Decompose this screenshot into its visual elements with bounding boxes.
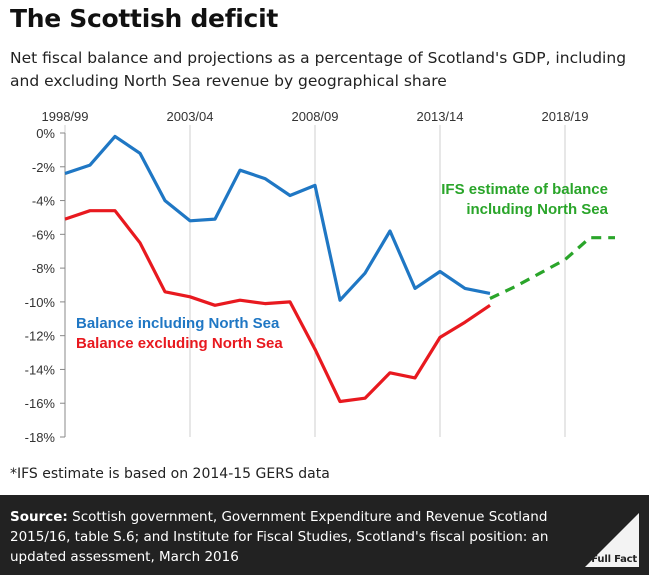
green-series-label-line1: IFS estimate of balance bbox=[441, 181, 608, 198]
y-tick-label: -4% bbox=[32, 194, 56, 209]
y-tick-label: -6% bbox=[32, 227, 56, 242]
footnote: *IFS estimate is based on 2014-15 GERS d… bbox=[10, 466, 330, 482]
series-line-including-north-sea bbox=[64, 134, 491, 302]
logo-text: Full Fact bbox=[591, 554, 637, 565]
chart-title: The Scottish deficit bbox=[10, 4, 278, 33]
source-label: Source: bbox=[10, 509, 68, 525]
y-tick-label: -16% bbox=[25, 396, 56, 411]
source-body: Scottish government, Government Expendit… bbox=[10, 509, 549, 565]
y-tick-label: -2% bbox=[32, 160, 56, 175]
y-tick-label: -12% bbox=[25, 329, 56, 344]
blue-series-label: Balance including North Sea bbox=[76, 315, 280, 332]
series-lines bbox=[64, 134, 615, 404]
full-fact-logo bbox=[585, 513, 639, 567]
y-tick-label: -10% bbox=[25, 295, 56, 310]
green-series-label-line2: including North Sea bbox=[466, 201, 608, 218]
series-line-ifs-estimate bbox=[489, 236, 615, 300]
y-tick-label: 0% bbox=[36, 126, 55, 141]
x-tick-label: 2018/19 bbox=[542, 109, 589, 124]
y-tick-label: -18% bbox=[25, 430, 56, 445]
grid-lines bbox=[64, 125, 566, 437]
source-bar: Source: Scottish government, Government … bbox=[0, 495, 649, 575]
x-tick-label: 1998/99 bbox=[42, 109, 89, 124]
red-series-label: Balance excluding North Sea bbox=[76, 335, 283, 352]
source-text: Source: Scottish government, Government … bbox=[10, 507, 570, 567]
annotations: Balance including North Sea Balance excl… bbox=[76, 181, 609, 352]
series-line-excluding-north-sea bbox=[64, 209, 491, 404]
chart-plot: 1998/99 2003/04 2008/09 2013/14 2018/19 0% -2%… bbox=[25, 109, 615, 445]
x-tick-label: 2003/04 bbox=[167, 109, 214, 124]
axes: 1998/99 2003/04 2008/09 2013/14 2018/19 0% -2%… bbox=[25, 109, 589, 445]
x-tick-label: 2013/14 bbox=[417, 109, 464, 124]
x-tick-label: 2008/09 bbox=[292, 109, 339, 124]
chart-subtitle: Net fiscal balance and projections as a … bbox=[10, 49, 627, 90]
y-tick-label: -8% bbox=[32, 261, 56, 276]
y-tick-label: -14% bbox=[25, 362, 56, 377]
